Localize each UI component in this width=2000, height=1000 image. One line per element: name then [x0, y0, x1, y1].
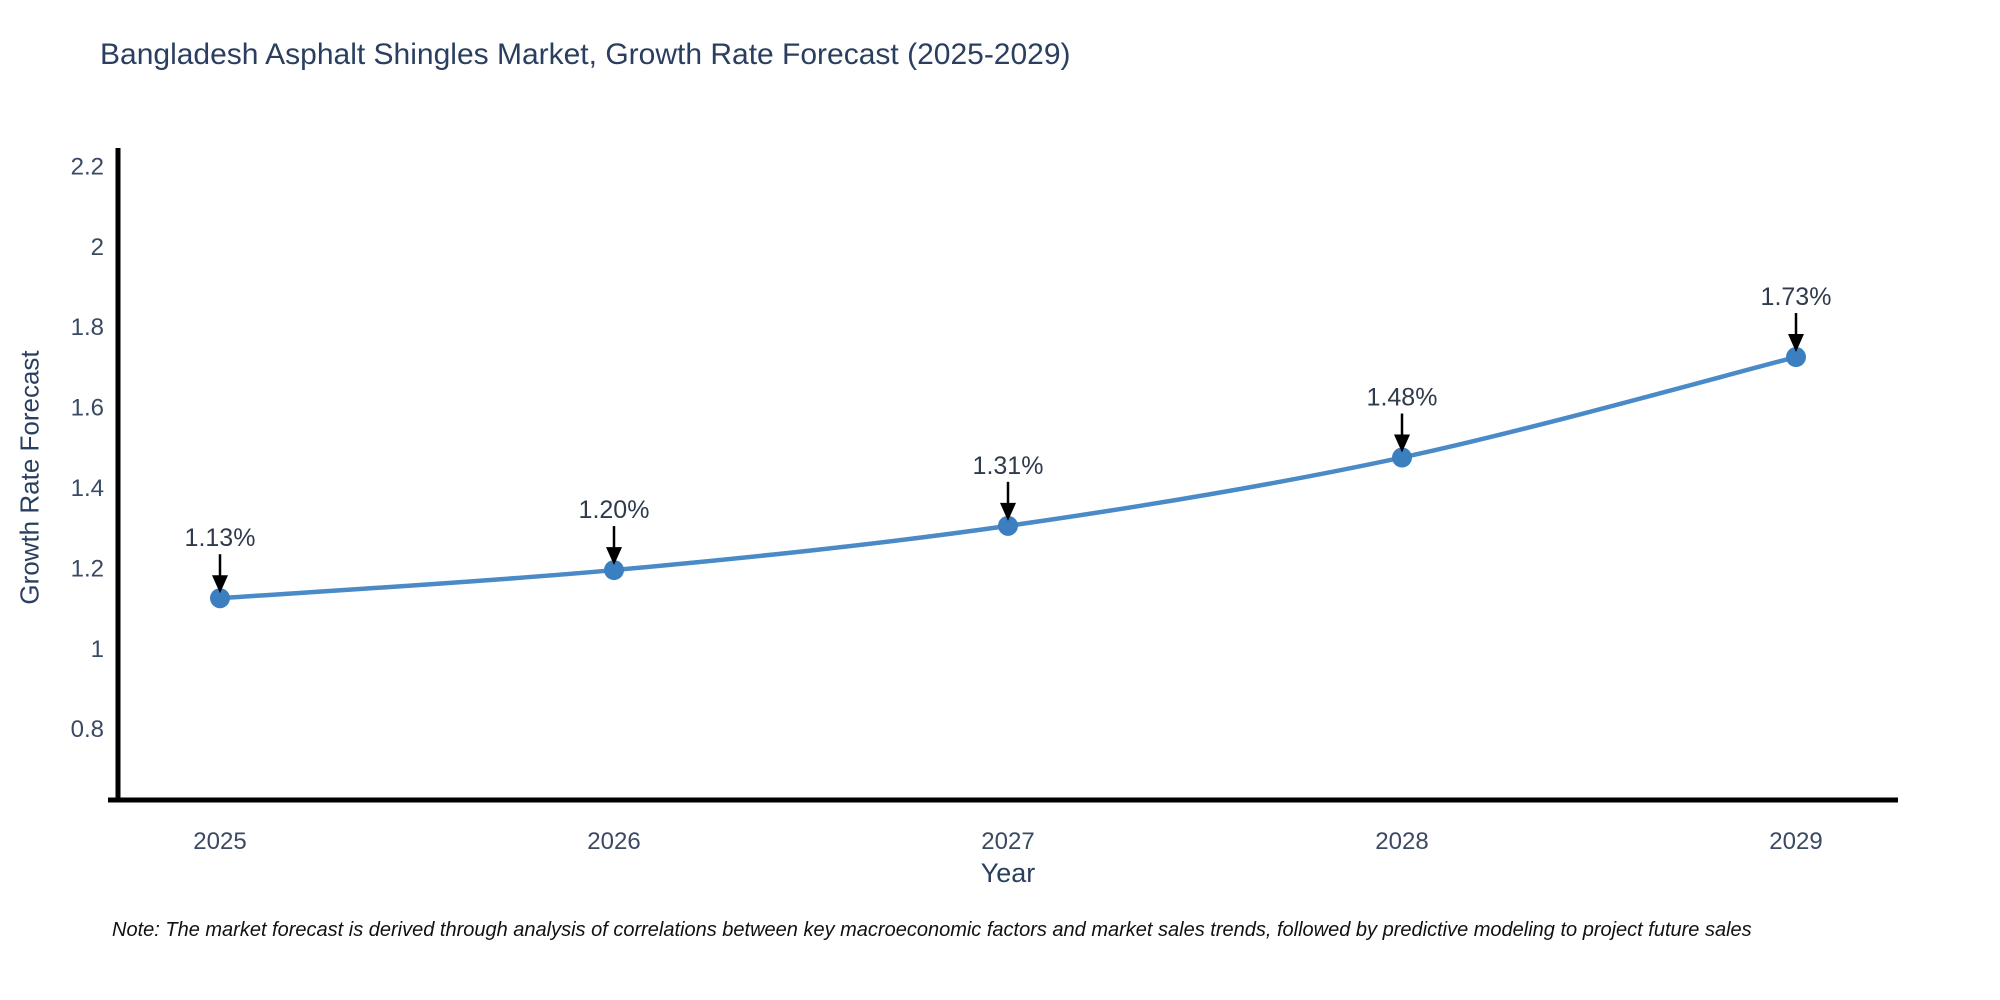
y-tick-label: 2 — [91, 234, 104, 261]
data-point-marker — [604, 560, 624, 581]
data-point-label: 1.13% — [185, 524, 256, 552]
x-tick-label: 2029 — [1769, 828, 1822, 855]
annotation-arrow-head — [1000, 502, 1016, 521]
x-tick-label: 2028 — [1375, 828, 1428, 855]
y-tick-label: 1.4 — [71, 475, 104, 502]
data-point-label: 1.20% — [579, 496, 650, 524]
data-point-marker — [998, 515, 1018, 536]
data-point-marker — [210, 588, 230, 609]
y-tick-label: 1.8 — [71, 314, 104, 341]
data-point-label: 1.48% — [1367, 384, 1438, 412]
x-tick-label: 2026 — [587, 828, 640, 855]
annotation-arrow-head — [1394, 434, 1410, 453]
data-point-marker — [1786, 347, 1806, 368]
annotation-arrow-head — [1788, 334, 1804, 353]
data-point-label: 1.73% — [1761, 283, 1832, 311]
chart-footnote: Note: The market forecast is derived thr… — [112, 919, 1752, 941]
x-tick-label: 2027 — [981, 828, 1034, 855]
x-axis-title: Year — [980, 858, 1036, 888]
data-point-marker — [1392, 447, 1412, 468]
y-tick-label: 0.8 — [71, 716, 104, 743]
annotation-arrow-head — [212, 575, 228, 594]
annotation-arrow-head — [606, 547, 622, 566]
y-tick-label: 1.2 — [71, 555, 104, 582]
y-tick-label: 2.2 — [71, 153, 104, 180]
y-tick-label: 1 — [91, 636, 104, 663]
data-point-label: 1.31% — [973, 452, 1044, 480]
chart-title: Bangladesh Asphalt Shingles Market, Grow… — [100, 38, 1071, 71]
y-tick-label: 1.6 — [71, 395, 104, 422]
x-tick-label: 2025 — [193, 828, 246, 855]
